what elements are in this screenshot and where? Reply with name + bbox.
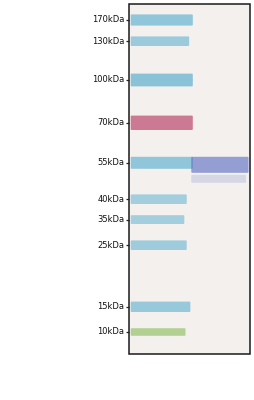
- FancyBboxPatch shape: [191, 175, 246, 183]
- Text: 70kDa: 70kDa: [97, 118, 124, 127]
- Text: 130kDa: 130kDa: [92, 37, 124, 46]
- Text: 35kDa: 35kDa: [97, 215, 124, 224]
- Text: 100kDa: 100kDa: [92, 76, 124, 84]
- Text: 15kDa: 15kDa: [98, 302, 124, 311]
- Text: 10kDa: 10kDa: [98, 328, 124, 336]
- FancyBboxPatch shape: [131, 240, 187, 250]
- Text: 25kDa: 25kDa: [98, 241, 124, 250]
- FancyBboxPatch shape: [131, 14, 193, 26]
- Bar: [129, 4, 250, 354]
- FancyBboxPatch shape: [131, 36, 189, 46]
- FancyBboxPatch shape: [131, 194, 187, 204]
- FancyBboxPatch shape: [131, 74, 193, 86]
- Text: 40kDa: 40kDa: [98, 195, 124, 204]
- FancyBboxPatch shape: [131, 157, 193, 169]
- FancyBboxPatch shape: [191, 157, 248, 173]
- FancyBboxPatch shape: [131, 116, 193, 130]
- Text: 55kDa: 55kDa: [98, 158, 124, 167]
- Text: 170kDa: 170kDa: [92, 16, 124, 24]
- FancyBboxPatch shape: [131, 302, 190, 312]
- FancyBboxPatch shape: [131, 215, 184, 224]
- FancyBboxPatch shape: [131, 328, 185, 336]
